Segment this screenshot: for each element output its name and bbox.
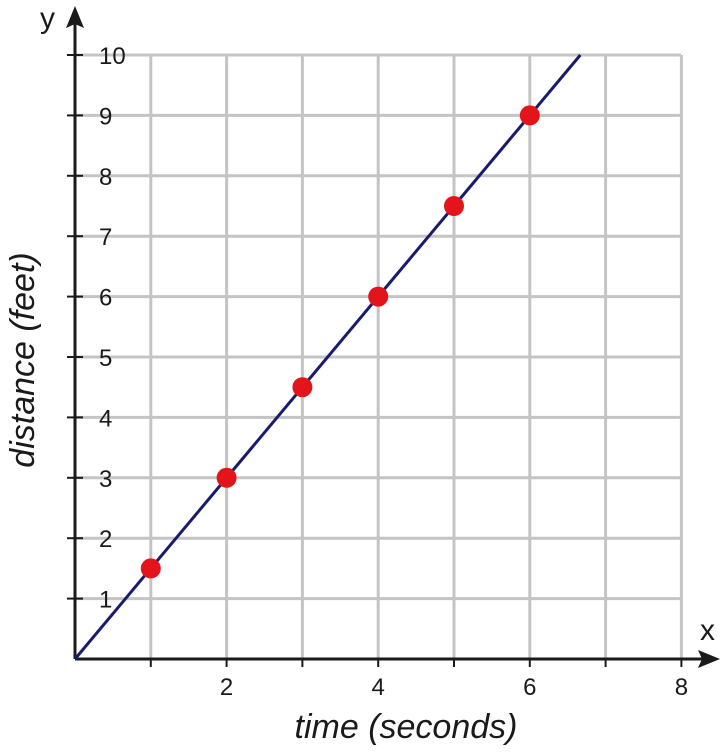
y-tick-label: 3 [99, 466, 112, 493]
x-axis-arrow-icon [698, 650, 720, 668]
x-axis-title: time (seconds) [295, 708, 518, 746]
axes [66, 6, 720, 668]
x-axis-letter: x [700, 614, 715, 647]
x-tick-label: 8 [675, 674, 688, 701]
y-tick-label: 7 [99, 224, 112, 251]
y-tick-label: 8 [99, 164, 112, 191]
x-tick-label: 4 [372, 674, 385, 701]
y-tick-label: 2 [99, 526, 112, 553]
data-series [73, 54, 582, 660]
data-point [216, 467, 237, 488]
grid [75, 53, 683, 659]
y-tick-label: 5 [99, 345, 112, 372]
y-axis-title: distance (feet) [4, 252, 42, 467]
y-axis-letter: y [40, 2, 55, 35]
x-tick-label: 2 [220, 674, 233, 701]
y-tick-label: 9 [99, 103, 112, 130]
trend-line [73, 54, 582, 660]
y-tick-label: 10 [99, 43, 126, 70]
y-tick-label: 1 [99, 587, 112, 614]
data-point [292, 377, 313, 398]
data-point [519, 105, 540, 126]
y-tick-label: 6 [99, 285, 112, 312]
tick-labels: 2 4 6 8 1 2 3 4 5 6 7 8 9 10 [99, 43, 688, 701]
y-axis-arrow-icon [66, 6, 84, 28]
x-tick-label: 6 [523, 674, 536, 701]
data-point [444, 196, 464, 216]
data-point [368, 286, 389, 307]
y-tick-label: 4 [99, 405, 112, 432]
data-point [140, 558, 161, 579]
